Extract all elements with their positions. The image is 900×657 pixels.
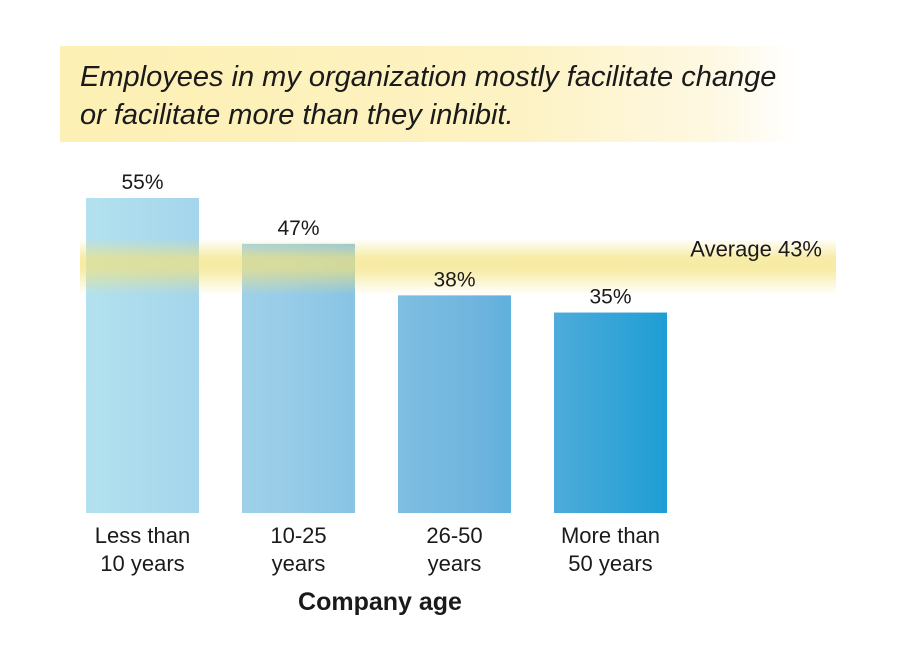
data-label-2: 38% (433, 268, 475, 291)
x-tick-label-0: Less than 10 years (95, 523, 190, 576)
data-label-0: 55% (121, 171, 163, 194)
bar-2 (398, 295, 511, 513)
x-tick-label-1: 10-25 years (270, 523, 326, 576)
x-tick-label-3: More than 50 years (561, 523, 660, 576)
data-labels: 55% 47% 38% 35% (121, 171, 631, 309)
x-tick-label-2: 26-50 years (426, 523, 482, 576)
x-axis-label: Company age (298, 588, 462, 616)
title-banner (60, 46, 800, 142)
data-label-3: 35% (589, 286, 631, 309)
data-label-1: 47% (277, 217, 319, 240)
average-band (80, 238, 836, 295)
average-label: Average 43% (690, 237, 822, 262)
bar-3 (554, 312, 667, 513)
chart-title: Employees in my organization mostly faci… (80, 61, 777, 131)
x-tick-labels: Less than 10 years 10-25 years 26-50 years Mor… (95, 523, 660, 576)
